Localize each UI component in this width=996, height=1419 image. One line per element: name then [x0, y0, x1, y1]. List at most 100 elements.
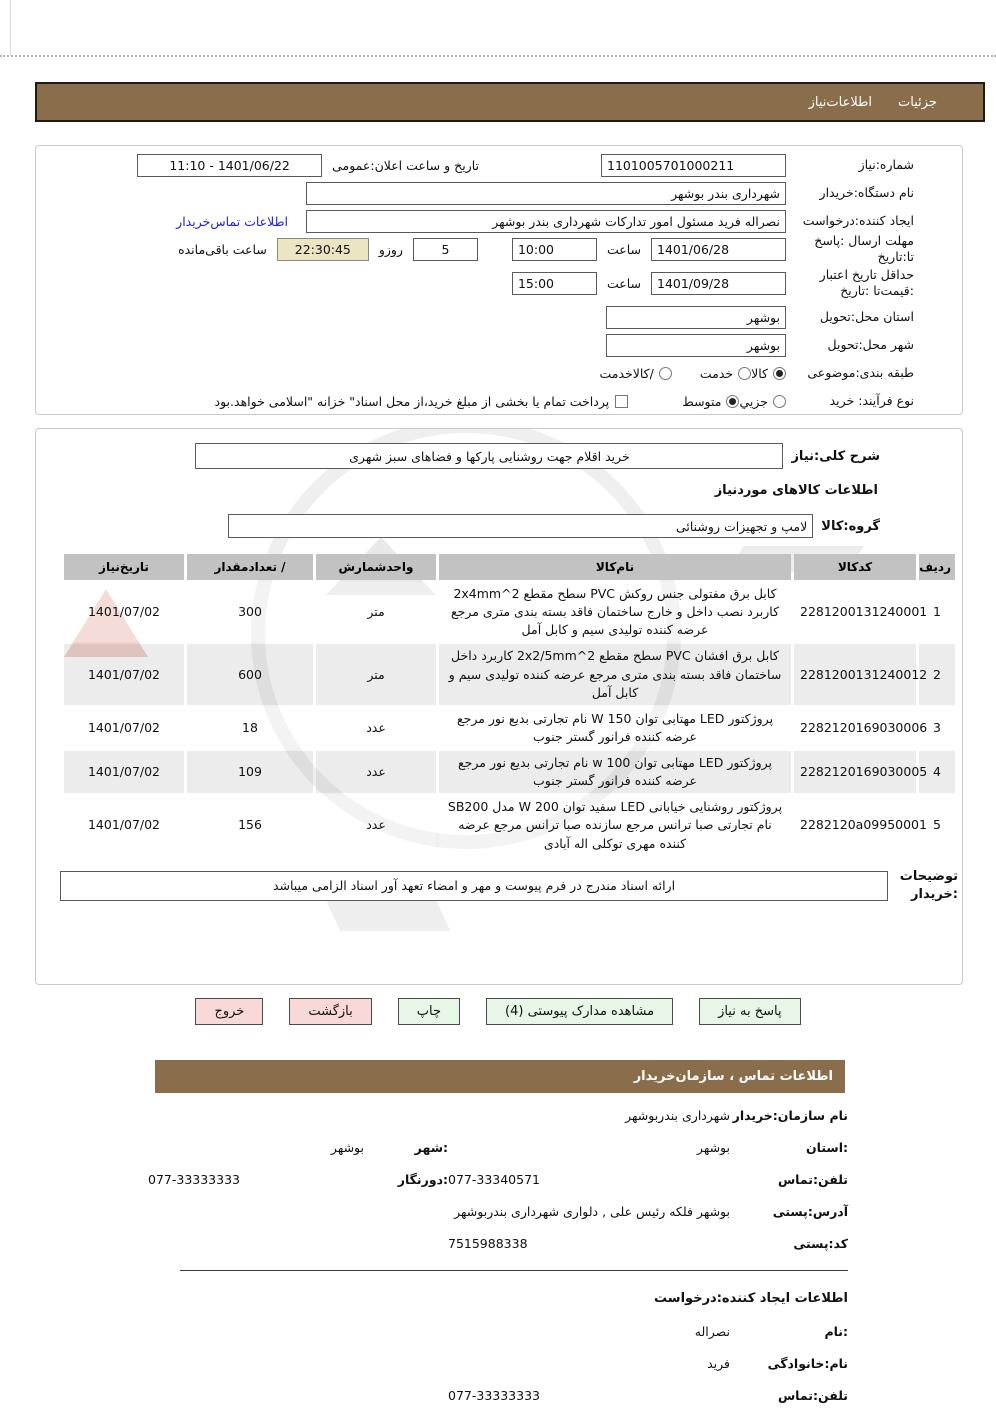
- cell-qty: 18: [187, 706, 313, 749]
- cell-code: 2281200131240001: [794, 582, 927, 643]
- cell-name: پروژکتور روشنایی خیابانی LED سفید توان 2…: [439, 795, 791, 856]
- process-option-medium-label: متوسط: [682, 393, 722, 409]
- need-desc-row: شرح کلی:نیاز خرید اقلام جهت روشنایی پارک…: [36, 443, 962, 469]
- cell-code: 2282120a09950001: [794, 795, 927, 856]
- col-row: ردیف: [919, 554, 955, 580]
- process-option-medium[interactable]: متوسط: [682, 393, 740, 409]
- print-button[interactable]: چاپ: [397, 998, 460, 1025]
- need-desc-field[interactable]: خرید اقلام جهت روشنایی پارکها و فضاهای س…: [195, 443, 784, 469]
- radio-icon[interactable]: [738, 366, 752, 380]
- deadline-row: مهلت ارسال :پاسخ تا:تاریخ 1401/06/28 ساع…: [46, 233, 914, 264]
- cell-code: 2282120169030006: [794, 706, 927, 749]
- need-desc-label: شرح کلی:نیاز: [791, 448, 880, 464]
- cell-code: 2281200131240012: [794, 644, 927, 705]
- deadline-hour-label: ساعت: [606, 241, 641, 257]
- cell-qty: 109: [187, 751, 313, 794]
- address-row: آدرس:پستی بوشهر فلکه رئیس علی , دلواری ش…: [148, 1204, 848, 1224]
- need-number-label: شماره:نیاز: [858, 156, 914, 172]
- cell-name: پروژکتور LED مهتابی توان 100 w نام تجارت…: [439, 751, 791, 794]
- process-option-minor[interactable]: جزیي: [739, 394, 786, 409]
- radio-icon[interactable]: [773, 394, 786, 408]
- contact-postal-label: کد:پستی: [793, 1236, 848, 1251]
- cell-row: 4: [919, 751, 955, 794]
- creator-field[interactable]: نصراله فرید مسئول امور تدارکات شهرداری ب…: [306, 209, 786, 233]
- validity-hour-label: ساعت: [606, 275, 641, 291]
- deadline-time-field[interactable]: 10:00: [511, 237, 597, 261]
- category-option-goods-service[interactable]: /کالاخدمت: [599, 366, 672, 381]
- col-qty: / تعدادمقدار: [187, 554, 313, 580]
- contact-fax-value: 077-33333333: [148, 1172, 240, 1187]
- need-number-field[interactable]: 1101005701000211: [601, 153, 786, 177]
- org-name-value: شهرداری بندربوشهر: [625, 1108, 730, 1123]
- treasury-checkbox-group[interactable]: پرداخت تمام یا بخشی از مبلغ خرید،از محل …: [215, 394, 629, 409]
- buyer-notes-label-line2: :خریدار: [911, 886, 958, 902]
- validity-time-field[interactable]: 15:00: [511, 271, 597, 295]
- validity-date-field[interactable]: 1401/09/28: [651, 271, 786, 295]
- cell-name: پروژکتور LED مهتابی توان 150 W نام تجارت…: [439, 706, 791, 749]
- contact-postal-value: 7515988338: [448, 1236, 528, 1251]
- contact-phone-value: 077-33340571: [448, 1172, 540, 1187]
- cell-qty: 156: [187, 795, 313, 856]
- buyer-contact-link[interactable]: اطلاعات تماس‌خریدار: [176, 213, 288, 229]
- contact-address-label: آدرس:پستی: [772, 1204, 848, 1219]
- days-field[interactable]: 5: [412, 237, 478, 261]
- creator-name-value: نصراله: [694, 1324, 730, 1339]
- creator-row: ایجاد کننده:درخواست نصراله فرید مسئول ام…: [46, 209, 914, 233]
- category-option-service[interactable]: خدمت: [700, 366, 752, 381]
- cell-date: 1401/07/02: [64, 751, 184, 794]
- exit-button[interactable]: خروج: [195, 998, 264, 1025]
- process-label: نوع فرآیند: خرید: [829, 392, 914, 408]
- deadline-date-field[interactable]: 1401/06/28: [651, 237, 786, 261]
- back-button[interactable]: بازگشت: [289, 998, 372, 1025]
- process-option-minor-label: جزیي: [739, 393, 768, 409]
- cell-row: 1: [919, 582, 955, 643]
- col-name: نام‌کالا: [439, 554, 791, 580]
- tab-details[interactable]: جزئیات: [898, 94, 937, 110]
- contact-address-value: بوشهر فلکه رئیس علی , دلواری شهرداری بند…: [454, 1204, 730, 1219]
- province-row: استان محل:تحویل بوشهر: [46, 305, 914, 329]
- radio-selected-icon[interactable]: [726, 394, 740, 408]
- radio-selected-icon[interactable]: [773, 366, 786, 380]
- cell-unit: عدد: [316, 706, 436, 749]
- need-items-panel: شرح کلی:نیاز خرید اقلام جهت روشنایی پارک…: [35, 428, 963, 985]
- goods-group-field[interactable]: لامپ و تجهیزات روشنائی: [228, 514, 814, 538]
- cell-code: 2282120169030005: [794, 751, 927, 794]
- tab-need-info[interactable]: اطلاعات‌نیاز: [808, 94, 873, 110]
- buyer-notes-label: توضیحات :خریدار: [888, 868, 958, 904]
- postal-row: کد:پستی 7515988338: [148, 1236, 848, 1256]
- table-row: 5 2282120a09950001 پروژکتور روشنایی خیاب…: [64, 795, 955, 856]
- radio-icon[interactable]: [658, 366, 672, 380]
- cell-row: 5: [919, 795, 955, 856]
- creator-family-row: نام:خانوادگی فرید: [148, 1356, 848, 1376]
- creator-phone-label: تلفن:تماس: [777, 1388, 848, 1403]
- checkbox-icon[interactable]: [615, 394, 629, 408]
- province-field[interactable]: بوشهر: [606, 305, 786, 329]
- category-label: طبقه بندی:موضوعی: [807, 364, 914, 380]
- contact-city-value: بوشهر: [330, 1140, 364, 1155]
- province-label: استان محل:تحویل: [819, 308, 914, 324]
- creator-family-label: نام:خانوادگی: [767, 1356, 848, 1371]
- reply-to-need-button[interactable]: پاسخ به نیاز: [699, 998, 801, 1025]
- cell-unit: عدد: [316, 751, 436, 794]
- col-date: تاریخ‌نیاز: [64, 554, 184, 580]
- phone-fax-row: تلفن:تماس 077-33340571 :دورنگار 077-3333…: [148, 1172, 848, 1192]
- category-option-goods[interactable]: کالا: [751, 366, 786, 381]
- cell-qty: 600: [187, 644, 313, 705]
- buyer-org-field[interactable]: شهرداری بندر بوشهر: [306, 181, 786, 205]
- city-row: شهر محل:تحویل بوشهر: [46, 333, 914, 357]
- cell-unit: متر: [316, 644, 436, 705]
- tab-bar: جزئیات اطلاعات‌نیاز: [35, 82, 985, 122]
- action-buttons: پاسخ به نیاز مشاهده مدارک پیوستی (4) چاپ…: [0, 998, 996, 1025]
- buyer-notes-field[interactable]: ارائه اسناد مندرج در فرم پیوست و مهر و ا…: [60, 870, 888, 901]
- announce-field[interactable]: 11:10 - 1401/06/22: [137, 153, 323, 177]
- creator-phone-value: 077-33333333: [448, 1388, 540, 1403]
- cell-date: 1401/07/02: [64, 644, 184, 705]
- view-attachments-button[interactable]: مشاهده مدارک پیوستی (4): [486, 998, 674, 1025]
- need-header-panel: شماره:نیاز 1101005701000211 تاریخ و ساعت…: [35, 145, 963, 415]
- contact-fax-label: :دورنگار: [397, 1172, 448, 1187]
- creator-info-heading: اطلاعات ایجاد کننده:درخواست: [654, 1291, 848, 1306]
- category-option-goods-label: کالا: [751, 365, 768, 381]
- table-row: 1 2281200131240001 کابل برق مفتولی جنس ر…: [64, 582, 955, 643]
- city-field[interactable]: بوشهر: [606, 333, 786, 357]
- section-divider: [180, 1270, 848, 1271]
